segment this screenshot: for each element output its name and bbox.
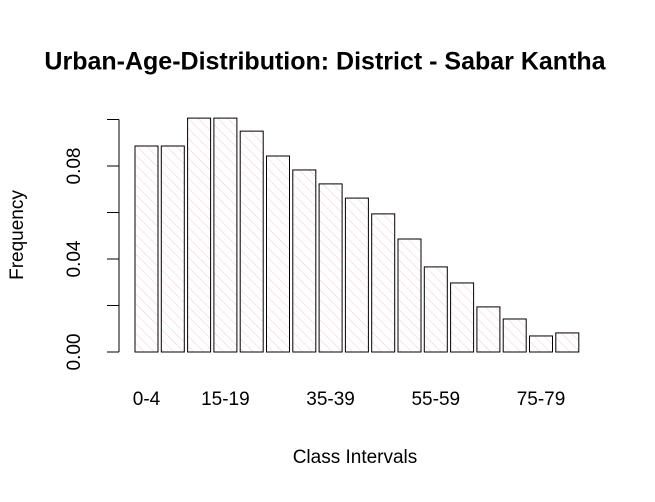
bar bbox=[450, 282, 475, 353]
bar bbox=[476, 306, 501, 353]
y-tick-label: 0.00 bbox=[64, 334, 85, 371]
x-tick-label: 75-79 bbox=[517, 389, 566, 410]
x-tick-label: 15-19 bbox=[201, 389, 250, 410]
bar bbox=[292, 169, 317, 353]
bar bbox=[397, 238, 422, 353]
bar bbox=[239, 130, 264, 353]
bar bbox=[318, 183, 343, 353]
chart-title: Urban-Age-Distribution: District - Sabar… bbox=[44, 48, 606, 76]
x-axis-label: Class Intervals bbox=[293, 447, 418, 468]
bar bbox=[529, 335, 553, 353]
bar bbox=[555, 332, 580, 353]
y-tick-label: 0.04 bbox=[64, 240, 85, 277]
bar bbox=[187, 117, 212, 353]
bar bbox=[344, 197, 369, 353]
bar bbox=[502, 318, 527, 353]
y-axis-label: Frequency bbox=[7, 190, 28, 280]
bar bbox=[371, 213, 396, 353]
x-tick-label: 55-59 bbox=[411, 389, 460, 410]
bar bbox=[160, 145, 185, 353]
x-tick-label: 35-39 bbox=[306, 389, 355, 410]
bar bbox=[266, 155, 290, 353]
bar bbox=[423, 266, 448, 353]
bar bbox=[134, 145, 159, 353]
x-tick-label: 0-4 bbox=[133, 389, 161, 410]
y-tick-label: 0.08 bbox=[64, 148, 85, 185]
bar bbox=[213, 117, 238, 353]
